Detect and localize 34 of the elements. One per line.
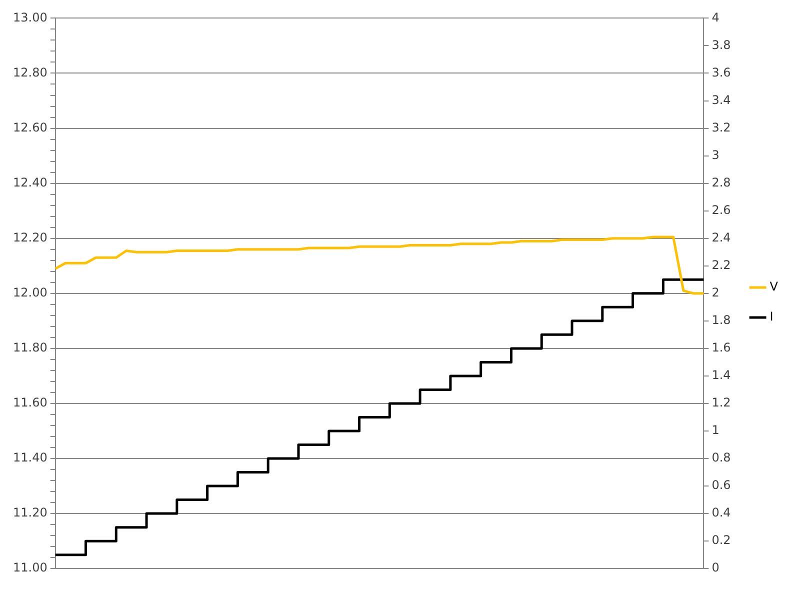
y2-tick-label: 3.2: [712, 120, 731, 134]
y-tick-label: 13.00: [12, 10, 48, 24]
y2-tick-label: 3.8: [712, 38, 731, 52]
legend-label: I: [770, 310, 774, 324]
y-tick-label: 12.20: [12, 230, 48, 244]
y-tick-label: 12.60: [12, 120, 48, 134]
y2-tick-label: 0.2: [712, 533, 731, 548]
y-tick-label: 12.00: [12, 286, 48, 300]
y2-tick-label: 3.6: [712, 65, 731, 80]
y2-tick-label: 2.4: [712, 230, 731, 244]
y2-tick-label: 1.4: [712, 368, 731, 382]
y2-tick-label: 1: [712, 423, 720, 438]
y2-tick-label: 0: [712, 560, 720, 575]
y-tick-label: 11.60: [12, 396, 48, 410]
y2-tick-label: 0.6: [712, 478, 731, 492]
y2-tick-label: 1.6: [712, 340, 731, 355]
y-tick-label: 11.20: [12, 506, 48, 520]
y2-tick-label: 1.8: [712, 313, 731, 328]
y2-tick-label: 2.6: [712, 202, 731, 217]
y-tick-label: 12.80: [12, 65, 48, 80]
y2-tick-label: 0.8: [712, 450, 731, 465]
y-tick-label: 11.80: [12, 340, 48, 355]
y2-tick-label: 0.4: [712, 506, 731, 520]
y2-tick-label: 2.8: [712, 175, 731, 190]
y-tick-label: 11.40: [12, 450, 48, 465]
y2-tick-label: 4: [712, 10, 720, 24]
y-tick-label: 11.00: [12, 560, 48, 575]
y2-tick-label: 2.2: [712, 258, 731, 272]
y2-tick-label: 3: [712, 148, 720, 162]
y2-tick-label: 1.2: [712, 396, 731, 410]
y2-tick-label: 2: [712, 286, 720, 300]
y2-tick-label: 3.4: [712, 92, 731, 107]
y-tick-label: 12.40: [12, 175, 48, 190]
legend-label: V: [770, 280, 779, 294]
